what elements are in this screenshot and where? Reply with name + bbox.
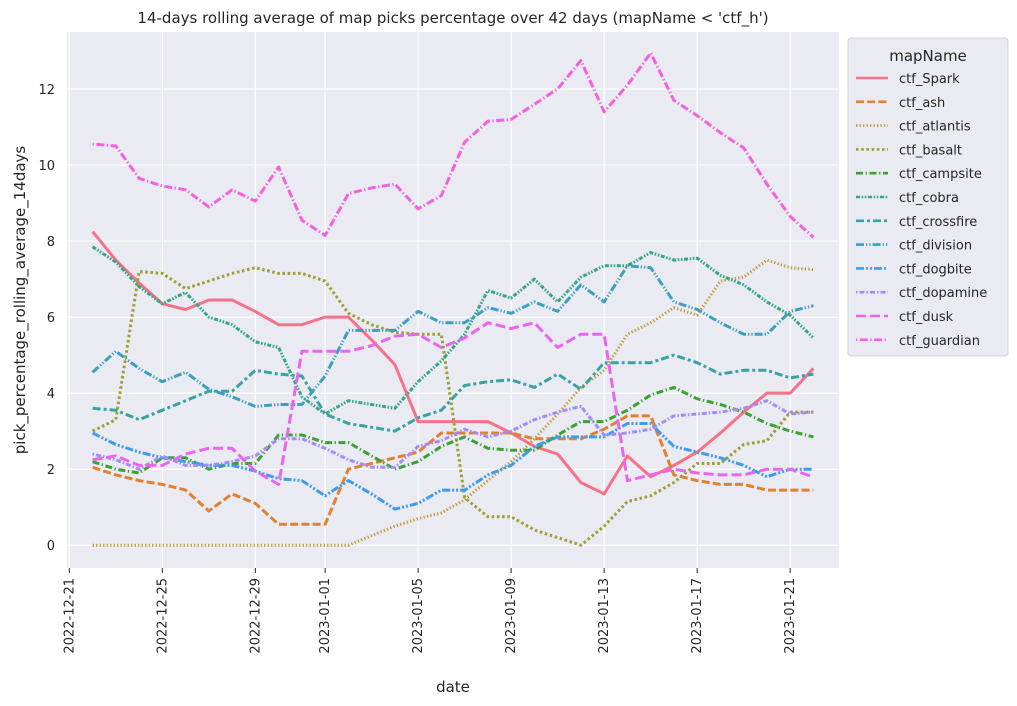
- legend-box: [847, 37, 1009, 357]
- series-layer: [91, 51, 815, 547]
- y-tick-label: 0: [47, 539, 55, 554]
- series-line-ctf_campsite: [92, 385, 814, 475]
- legend-label: ctf_crossfire: [899, 215, 977, 230]
- x-tick-label: 2023-01-05: [411, 578, 426, 654]
- y-axis-label: pick_percentage_rolling_average_14days: [11, 146, 30, 455]
- series-line-ctf_crossfire: [92, 353, 814, 433]
- series-line-ctf_dogbite: [91, 422, 814, 511]
- series-line-ctf_guardian: [92, 51, 815, 239]
- legend-title: mapName: [889, 47, 967, 65]
- x-tick-label: 2023-01-09: [504, 578, 519, 654]
- legend-label: ctf_guardian: [899, 334, 980, 349]
- x-tick-label: 2023-01-13: [597, 578, 612, 654]
- x-tick-label: 2022-12-29: [248, 578, 263, 654]
- legend-label: ctf_ash: [899, 96, 945, 111]
- legend-label: ctf_cobra: [899, 191, 959, 206]
- series-line-ctf_dopamine: [92, 399, 814, 471]
- y-tick-label: 2: [47, 463, 55, 478]
- legend-label: ctf_dusk: [899, 310, 954, 325]
- series-line-ctf_ash: [92, 414, 814, 526]
- y-tick-label: 8: [47, 235, 55, 250]
- series-line-ctf_dusk: [92, 321, 814, 486]
- y-tick-label: 10: [38, 159, 55, 174]
- x-tick-label: 2023-01-01: [318, 578, 333, 654]
- legend-label: ctf_dogbite: [899, 262, 972, 277]
- legend-label: ctf_dopamine: [899, 286, 987, 301]
- series-line-ctf_Spark: [91, 230, 815, 496]
- legend-label: ctf_division: [899, 239, 972, 254]
- legend-label: ctf_Spark: [899, 72, 960, 87]
- chart-title: 14-days rolling average of map picks per…: [137, 9, 768, 28]
- series-line-ctf_basalt: [91, 266, 814, 547]
- legend-label: ctf_basalt: [899, 143, 962, 158]
- y-axis-ticks: 0 2 4 6 8 10 12: [38, 83, 55, 554]
- series-line-ctf_cobra: [91, 245, 815, 416]
- legend: mapName ctf_Sparkctf_ashctf_atlantisctf_…: [847, 37, 1009, 357]
- y-tick-label: 6: [47, 311, 55, 326]
- legend-items: ctf_Spark ctf_ash ctf_atlantis ctf_basaltct…: [856, 72, 987, 349]
- plot-area: [67, 32, 839, 568]
- legend-label: ctf_atlantis: [899, 120, 971, 135]
- x-tick-label: 2023-01-17: [690, 578, 705, 654]
- series-line-ctf_atlantis: [92, 258, 814, 547]
- legend-label: ctf_campsite: [899, 167, 982, 182]
- x-axis-label: date: [436, 678, 470, 696]
- x-tick-label: 2022-12-25: [155, 578, 170, 654]
- y-tick-label: 4: [47, 387, 55, 402]
- series-line-ctf_division: [91, 264, 814, 408]
- x-axis-ticks: 2022-12-21 2022-12-25 2022-12-29 2023-01-01…: [62, 568, 798, 654]
- x-tick-label: 2023-01-21: [783, 578, 798, 654]
- x-tick-label: 2022-12-21: [62, 578, 77, 654]
- y-tick-label: 12: [38, 83, 55, 98]
